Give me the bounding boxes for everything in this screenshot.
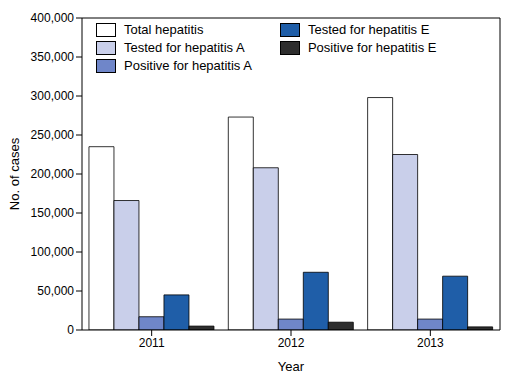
svg-text:No. of cases: No. of cases bbox=[8, 137, 22, 210]
svg-text:Year: Year bbox=[278, 359, 305, 374]
svg-text:2011: 2011 bbox=[139, 336, 165, 350]
html-text:Total hepatitis: Total hepatitis bbox=[124, 22, 204, 37]
svg-text:250,000: 250,000 bbox=[31, 128, 75, 142]
svg-text:400,000: 400,000 bbox=[31, 11, 75, 25]
html-text:Tested for hepatitis A: Tested for hepatitis A bbox=[124, 40, 245, 55]
svg-text:100,000: 100,000 bbox=[31, 245, 75, 259]
svg-text:350,000: 350,000 bbox=[31, 50, 75, 64]
svg-text:150,000: 150,000 bbox=[31, 206, 75, 220]
html-text:Positive for hepatitis E: Positive for hepatitis E bbox=[307, 40, 437, 55]
svg-text:50,000: 50,000 bbox=[37, 284, 74, 298]
svg-text:2013: 2013 bbox=[417, 336, 444, 350]
svg-text:200,000: 200,000 bbox=[31, 167, 75, 181]
svg-text:0: 0 bbox=[67, 323, 74, 337]
html-text:Tested for hepatitis E: Tested for hepatitis E bbox=[307, 22, 430, 37]
html-text:Positive for hepatitis A: Positive for hepatitis A bbox=[124, 58, 252, 73]
svg-text:2012: 2012 bbox=[278, 336, 305, 350]
svg-text:300,000: 300,000 bbox=[31, 89, 75, 103]
